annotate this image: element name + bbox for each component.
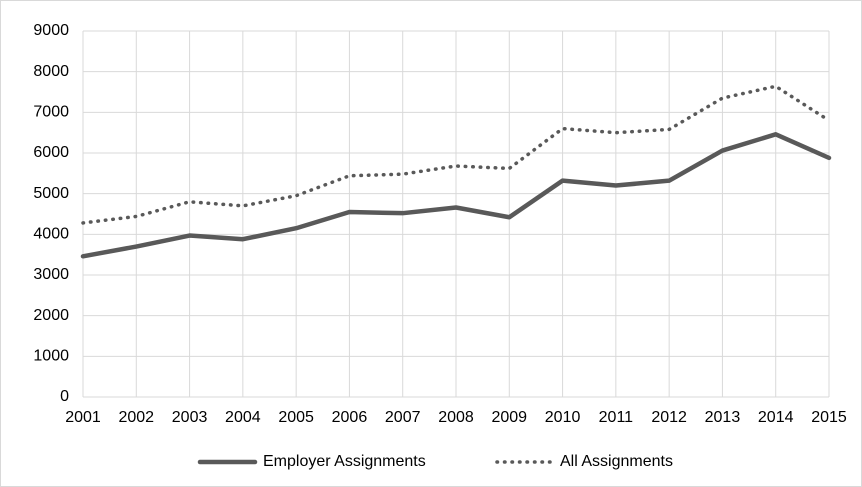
data-line — [81, 84, 831, 225]
x-tick-label: 2009 — [491, 409, 527, 426]
x-tick-label: 2013 — [705, 409, 741, 426]
x-tick-label: 2004 — [225, 409, 261, 426]
x-tick-label: 2011 — [599, 409, 634, 426]
x-tick-label: 2012 — [651, 409, 687, 426]
y-tick-label: 5000 — [33, 185, 69, 202]
x-tick-label: 2015 — [811, 409, 847, 426]
data-line — [80, 132, 832, 259]
y-tick-label: 7000 — [33, 104, 69, 121]
y-tick-label: 0 — [60, 388, 69, 405]
y-tick-label: 4000 — [33, 226, 69, 243]
legend-label: All Assignments — [560, 453, 673, 470]
y-tick-label: 3000 — [33, 266, 69, 283]
y-tick-label: 8000 — [33, 63, 69, 80]
y-tick-label: 9000 — [33, 22, 69, 39]
x-tick-label: 2005 — [278, 409, 314, 426]
x-tick-label: 2006 — [332, 409, 368, 426]
x-tick-label: 2001 — [65, 409, 101, 426]
y-tick-label: 1000 — [33, 348, 69, 365]
x-tick-label: 2003 — [172, 409, 208, 426]
x-tick-label: 2014 — [758, 409, 794, 426]
legend-label: Employer Assignments — [263, 453, 426, 470]
y-tick-label: 2000 — [33, 307, 69, 324]
x-tick-label: 2010 — [545, 409, 581, 426]
x-tick-label: 2008 — [438, 409, 474, 426]
y-tick-label: 6000 — [33, 144, 69, 161]
x-tick-label: 2002 — [118, 409, 154, 426]
x-tick-label: 2007 — [385, 409, 421, 426]
